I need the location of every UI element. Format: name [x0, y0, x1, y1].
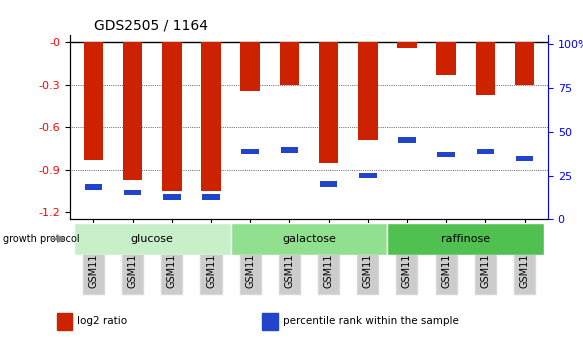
Text: log2 ratio: log2 ratio — [78, 316, 128, 326]
Bar — [241, 149, 259, 154]
Text: growth protocol: growth protocol — [3, 234, 80, 244]
Bar — [397, 42, 417, 48]
Bar — [74, 223, 231, 255]
Bar — [515, 42, 534, 85]
Text: percentile rank within the sample: percentile rank within the sample — [283, 316, 458, 326]
Bar — [57, 313, 72, 330]
Text: raffinose: raffinose — [441, 234, 490, 244]
Bar — [398, 137, 416, 143]
Bar — [436, 42, 456, 75]
Bar — [280, 42, 299, 85]
Bar — [85, 184, 102, 190]
Bar — [123, 42, 142, 180]
Bar — [319, 42, 338, 163]
Bar — [280, 147, 298, 153]
Bar — [262, 313, 278, 330]
Bar — [231, 223, 387, 255]
Bar — [162, 42, 182, 191]
Text: galactose: galactose — [282, 234, 336, 244]
Bar — [319, 181, 338, 187]
Bar — [84, 42, 103, 160]
Bar — [516, 156, 533, 161]
Bar — [358, 42, 378, 140]
Bar — [163, 194, 181, 200]
Bar — [437, 152, 455, 157]
Bar — [124, 190, 142, 195]
Text: GDS2505 / 1164: GDS2505 / 1164 — [94, 19, 208, 33]
Bar — [240, 42, 260, 91]
Text: glucose: glucose — [131, 234, 174, 244]
Bar — [476, 149, 494, 154]
Bar — [359, 173, 377, 178]
Bar — [476, 42, 495, 95]
Bar — [387, 223, 544, 255]
Bar — [201, 42, 221, 191]
Bar — [202, 194, 220, 200]
